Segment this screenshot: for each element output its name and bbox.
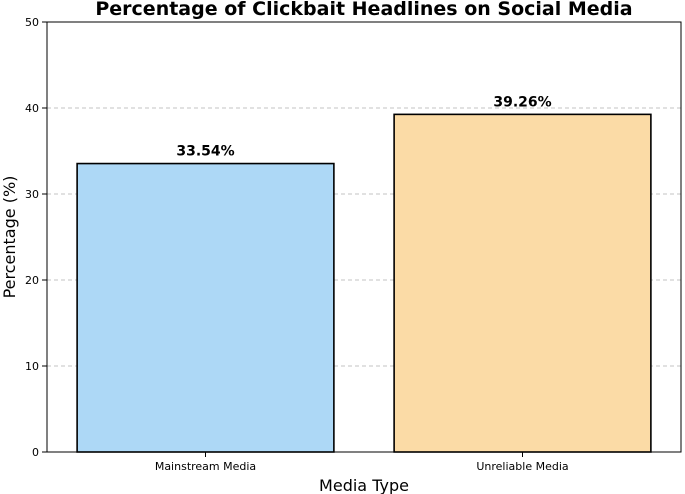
- data-labels: 33.54% 39.26%: [176, 94, 551, 159]
- y-tick-label: 30: [25, 188, 39, 201]
- y-tick-label: 40: [25, 102, 39, 115]
- x-axis-ticks: Mainstream Media Unreliable Media: [155, 452, 569, 473]
- bar-unreliable-media: [393, 113, 652, 453]
- plot-frame: [46, 21, 682, 453]
- y-tick-label: 0: [32, 446, 39, 459]
- y-axis-label: Percentage (%): [0, 176, 19, 299]
- chart-title: Percentage of Clickbait Headlines on Soc…: [95, 0, 632, 20]
- bars: [76, 113, 652, 453]
- y-tick-label: 50: [25, 16, 39, 29]
- y-tick-label: 10: [25, 360, 39, 373]
- data-label: 33.54%: [176, 144, 234, 160]
- data-label: 39.26%: [493, 94, 551, 110]
- y-tick-label: 20: [25, 274, 39, 287]
- bar-mainstream-media: [76, 162, 335, 453]
- y-axis-ticks: 0 10 20 30 40 50: [25, 16, 47, 459]
- x-axis-label: Media Type: [319, 476, 409, 494]
- x-tick-label: Unreliable Media: [476, 460, 568, 473]
- x-tick-label: Mainstream Media: [155, 460, 256, 473]
